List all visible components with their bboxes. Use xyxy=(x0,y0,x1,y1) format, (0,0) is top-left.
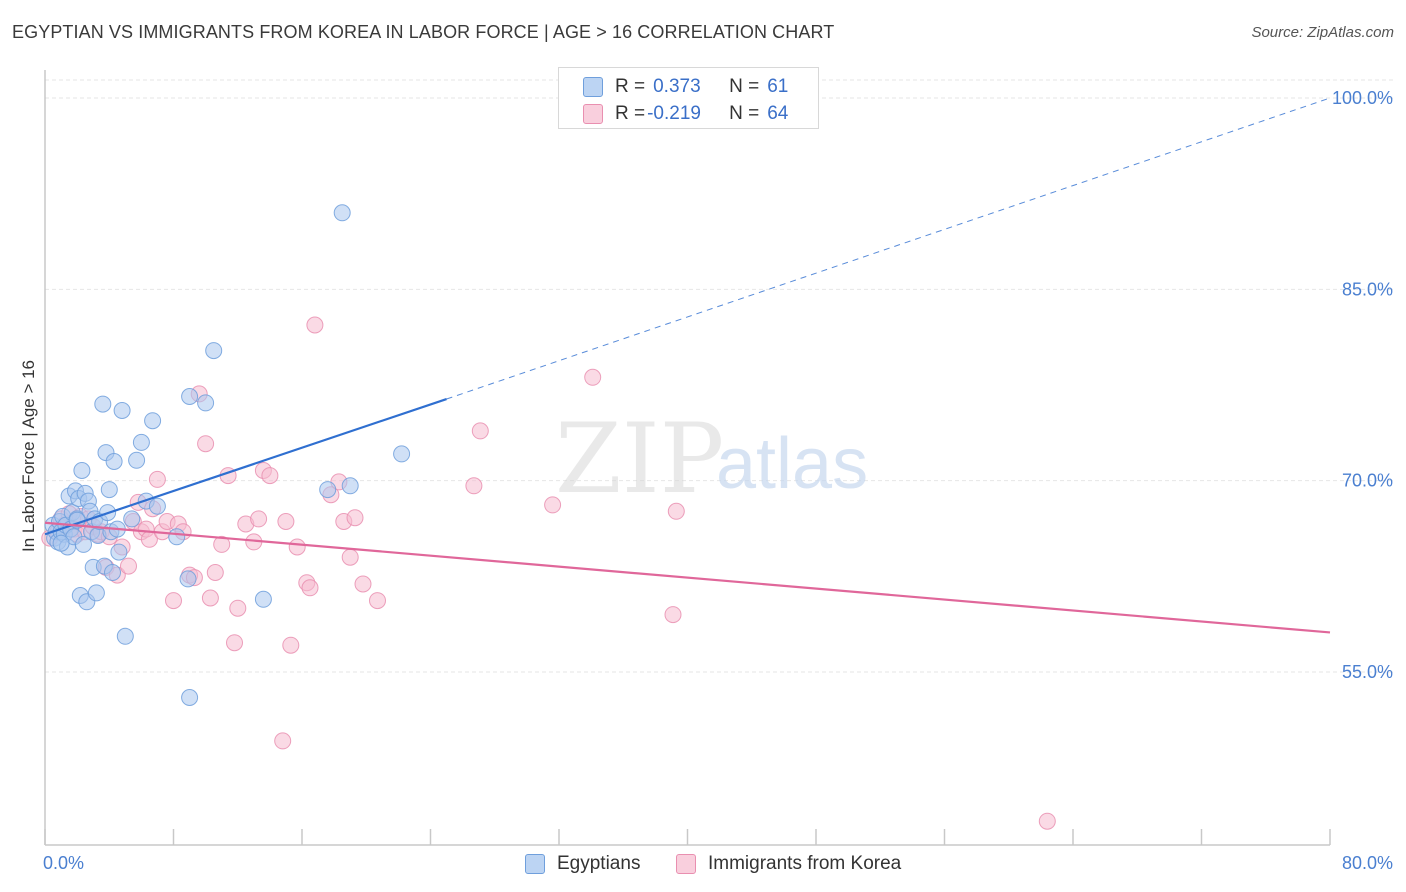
egyptians-point xyxy=(197,394,215,412)
korea-point xyxy=(213,535,231,553)
legend-n-value: 61 xyxy=(767,76,789,97)
pink-swatch-icon xyxy=(583,104,603,124)
legend-r-value: -0.219 xyxy=(647,103,701,124)
korea-point xyxy=(306,316,324,334)
source-label: Source: ZipAtlas.com xyxy=(1251,24,1394,41)
egyptians-point xyxy=(205,342,223,360)
blue-swatch-icon xyxy=(525,854,545,874)
egyptians-point xyxy=(128,451,146,469)
egyptians-point xyxy=(319,481,337,499)
korea-point xyxy=(354,575,372,593)
korea-point xyxy=(201,589,219,607)
korea-point xyxy=(301,579,319,597)
egyptians-point xyxy=(148,497,166,515)
legend-r-value: 0.373 xyxy=(653,76,701,97)
egyptians-point xyxy=(123,510,141,528)
egyptians-point xyxy=(393,445,411,463)
korea-point xyxy=(1038,812,1056,830)
egyptians-point xyxy=(333,204,351,222)
korea-point xyxy=(544,496,562,514)
egyptians-point xyxy=(181,388,199,405)
korea-point xyxy=(465,477,483,495)
egyptians-point xyxy=(104,564,121,581)
stats-legend: R = 0.373 N = 61 R = -0.219 N = 64 xyxy=(558,67,819,129)
egyptians-point xyxy=(132,433,150,451)
korea-point xyxy=(229,599,247,617)
egyptians-point xyxy=(73,462,91,479)
y-tick-label: 85.0% xyxy=(1342,279,1393,299)
trend-layer xyxy=(44,97,1331,634)
korea-point xyxy=(206,564,224,581)
grid-layer xyxy=(45,79,1395,673)
korea-point xyxy=(120,557,137,575)
egyptians-trend-line xyxy=(44,397,447,536)
egyptians-point xyxy=(168,528,186,546)
watermark: ZIP atlas xyxy=(555,403,868,515)
watermark-atlas: atlas xyxy=(716,424,868,504)
korea-point xyxy=(471,422,489,440)
egyptians-point xyxy=(75,535,92,553)
egyptians-point xyxy=(144,412,162,430)
korea-trend-line xyxy=(44,521,1331,634)
egyptians-point xyxy=(341,477,359,495)
egyptians-point xyxy=(94,395,112,413)
egyptians-point xyxy=(113,402,131,419)
y-tick-label: 70.0% xyxy=(1342,471,1393,491)
egyptians-point xyxy=(116,627,134,645)
legend-label-korea: Immigrants from Korea xyxy=(708,853,902,874)
egyptians-point xyxy=(105,453,123,470)
legend-item-egyptians: Egyptians xyxy=(525,851,640,877)
egyptians-point xyxy=(100,481,118,499)
blue-swatch-icon xyxy=(583,77,603,97)
chart-title: EGYPTIAN VS IMMIGRANTS FROM KOREA IN LAB… xyxy=(12,22,835,42)
labels-layer: In Labor Force | Age > 16 55.0% 70.0% 85.0… xyxy=(19,88,1393,873)
y-tick-label: 100.0% xyxy=(1332,88,1393,108)
egyptians-point xyxy=(254,590,272,608)
korea-point xyxy=(667,502,685,520)
korea-point xyxy=(664,606,682,624)
egyptians-point xyxy=(181,689,199,706)
y-tick-label: 55.0% xyxy=(1342,662,1393,682)
egyptians-point xyxy=(179,570,197,588)
x-tick-label: 0.0% xyxy=(43,853,84,873)
pink-swatch-icon xyxy=(676,854,696,874)
legend-n-label: N = xyxy=(729,76,760,97)
legend-r-label: R = xyxy=(615,76,646,97)
legend-label-egyptians: Egyptians xyxy=(557,853,641,874)
korea-point xyxy=(197,435,215,453)
legend-item-korea: Immigrants from Korea xyxy=(676,851,901,877)
egyptians-point xyxy=(110,543,128,561)
korea-point xyxy=(226,634,243,652)
points-layer xyxy=(41,204,1056,830)
korea-point xyxy=(584,368,602,386)
korea-point xyxy=(277,513,295,530)
korea-point xyxy=(165,592,182,610)
egyptians-trend-extension xyxy=(446,97,1331,400)
x-tick-label: 80.0% xyxy=(1342,853,1393,873)
egyptians-point xyxy=(52,534,70,552)
legend-n-label: N = xyxy=(729,103,760,124)
korea-point xyxy=(282,636,300,654)
egyptians-point xyxy=(87,584,105,602)
y-axis-label: In Labor Force | Age > 16 xyxy=(19,360,38,552)
korea-point xyxy=(369,592,386,610)
legend-row-korea: R = -0.219 N = 64 xyxy=(583,102,788,126)
korea-point xyxy=(341,548,359,566)
korea-point xyxy=(261,467,279,485)
korea-point xyxy=(148,470,166,488)
legend-n-value: 64 xyxy=(767,103,789,124)
korea-point xyxy=(250,510,268,528)
korea-point xyxy=(346,509,364,527)
watermark-zip: ZIP xyxy=(555,403,724,515)
legend-r-label: R = xyxy=(615,103,646,124)
korea-point xyxy=(274,732,292,750)
legend-row-egyptians: R = 0.373 N = 61 xyxy=(583,75,788,99)
axis-layer xyxy=(44,70,1331,846)
korea-point xyxy=(288,538,306,556)
